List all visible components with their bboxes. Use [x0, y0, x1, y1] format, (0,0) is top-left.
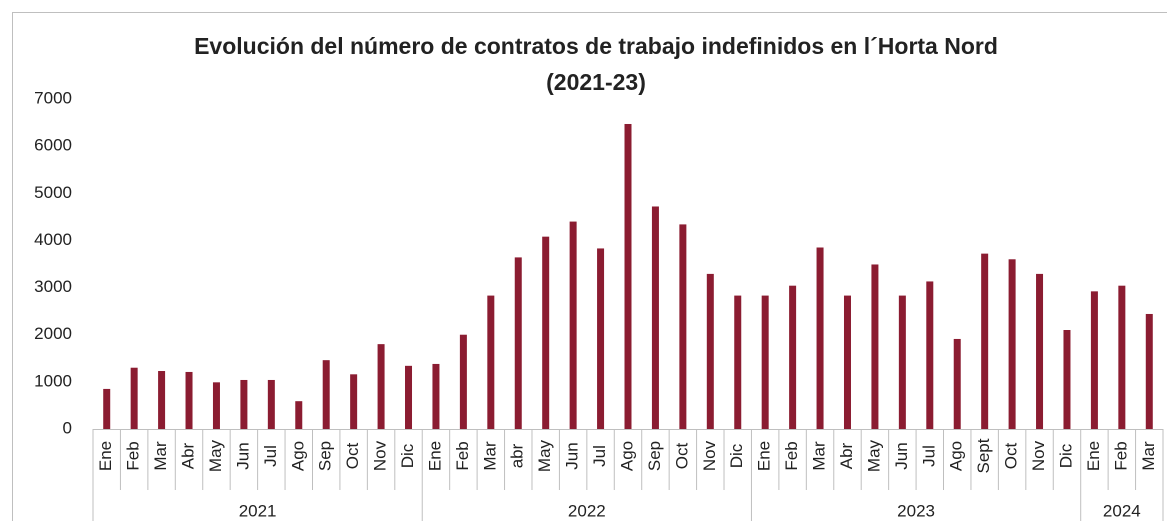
chart-title: (2021-23)	[546, 69, 646, 95]
bar	[706, 273, 714, 429]
bar	[597, 248, 605, 429]
bar	[1090, 291, 1098, 429]
x-tick-label: May	[535, 439, 554, 472]
bar	[816, 247, 824, 429]
group-label: 2022	[568, 501, 606, 520]
y-tick-label: 6000	[34, 136, 72, 155]
x-tick-label: Feb	[782, 441, 801, 470]
bar	[514, 257, 522, 429]
bar	[898, 295, 906, 429]
x-tick-label: Ago	[288, 441, 307, 471]
bar	[240, 379, 248, 429]
x-tick-label: Jul	[919, 445, 938, 467]
bar	[789, 285, 797, 429]
x-tick-label: Jun	[233, 442, 252, 469]
x-tick-label: Dic	[1056, 443, 1075, 468]
bar	[212, 382, 220, 429]
bar	[843, 295, 851, 429]
bar	[295, 401, 303, 429]
y-tick-label: 5000	[34, 183, 72, 202]
bar	[432, 363, 440, 429]
bar	[871, 264, 879, 429]
y-tick-label: 2000	[34, 324, 72, 343]
bar	[103, 388, 111, 429]
x-tick-label: Mar	[810, 441, 829, 471]
x-tick-label: Feb	[453, 441, 472, 470]
bar	[734, 295, 742, 429]
x-tick-label: abr	[508, 443, 527, 468]
bar	[981, 253, 989, 429]
bar	[322, 360, 330, 429]
x-tick-label: May	[864, 439, 883, 472]
x-tick-label: Ene	[1084, 441, 1103, 471]
x-tick-label: Ene	[755, 441, 774, 471]
x-tick-label: Ago	[947, 441, 966, 471]
y-tick-label: 4000	[34, 230, 72, 249]
x-tick-label: Sept	[974, 438, 993, 473]
group-label: 2024	[1103, 501, 1141, 520]
bar	[185, 371, 193, 429]
bar	[679, 224, 687, 429]
bar	[926, 281, 934, 429]
x-tick-label: Oct	[343, 443, 362, 470]
bar	[1008, 259, 1016, 429]
bar	[761, 295, 769, 429]
x-tick-label: May	[206, 439, 225, 472]
bar	[130, 367, 138, 429]
x-tick-label: Sep	[645, 441, 664, 471]
x-tick-label: Nov	[371, 440, 390, 471]
x-tick-label: Jul	[590, 445, 609, 467]
bar	[459, 334, 467, 429]
x-tick-label: Ene	[425, 441, 444, 471]
x-tick-label: Oct	[672, 443, 691, 470]
x-tick-label: Mar	[480, 441, 499, 471]
x-tick-label: Jun	[563, 442, 582, 469]
bar	[1145, 313, 1153, 429]
bar	[542, 236, 550, 429]
chart-title: Evolución del número de contratos de tra…	[194, 33, 998, 59]
bar	[569, 221, 577, 429]
x-tick-label: Nov	[1029, 440, 1048, 471]
bar	[405, 365, 413, 429]
x-tick-label: Ago	[617, 441, 636, 471]
x-tick-label: Jun	[892, 442, 911, 469]
x-tick-label: Abr	[837, 442, 856, 469]
bar	[158, 371, 166, 429]
x-tick-label: Nov	[700, 440, 719, 471]
y-tick-label: 7000	[34, 88, 72, 107]
x-tick-label: Oct	[1002, 443, 1021, 470]
x-tick-label: Dic	[398, 443, 417, 468]
bar	[1118, 285, 1126, 429]
x-tick-label: Dic	[727, 443, 746, 468]
bar	[377, 344, 385, 429]
group-label: 2023	[897, 501, 935, 520]
bar	[1063, 330, 1071, 429]
bar	[350, 374, 358, 429]
x-tick-label: Jul	[261, 445, 280, 467]
x-tick-label: Mar	[1139, 441, 1158, 471]
x-tick-label: Mar	[151, 441, 170, 471]
chart-frame	[12, 12, 1167, 521]
bar	[1036, 273, 1044, 429]
x-tick-label: Ene	[96, 441, 115, 471]
bar	[651, 206, 659, 429]
bar	[624, 123, 632, 429]
group-label: 2021	[239, 501, 277, 520]
y-tick-label: 3000	[34, 277, 72, 296]
x-tick-label: Feb	[124, 441, 143, 470]
bar	[953, 338, 961, 429]
x-tick-label: Abr	[179, 442, 198, 469]
y-tick-label: 0	[63, 418, 72, 437]
bar	[487, 295, 495, 429]
x-tick-label: Feb	[1111, 441, 1130, 470]
y-tick-label: 1000	[34, 371, 72, 390]
bar	[267, 379, 275, 429]
x-tick-label: Sep	[316, 441, 335, 471]
